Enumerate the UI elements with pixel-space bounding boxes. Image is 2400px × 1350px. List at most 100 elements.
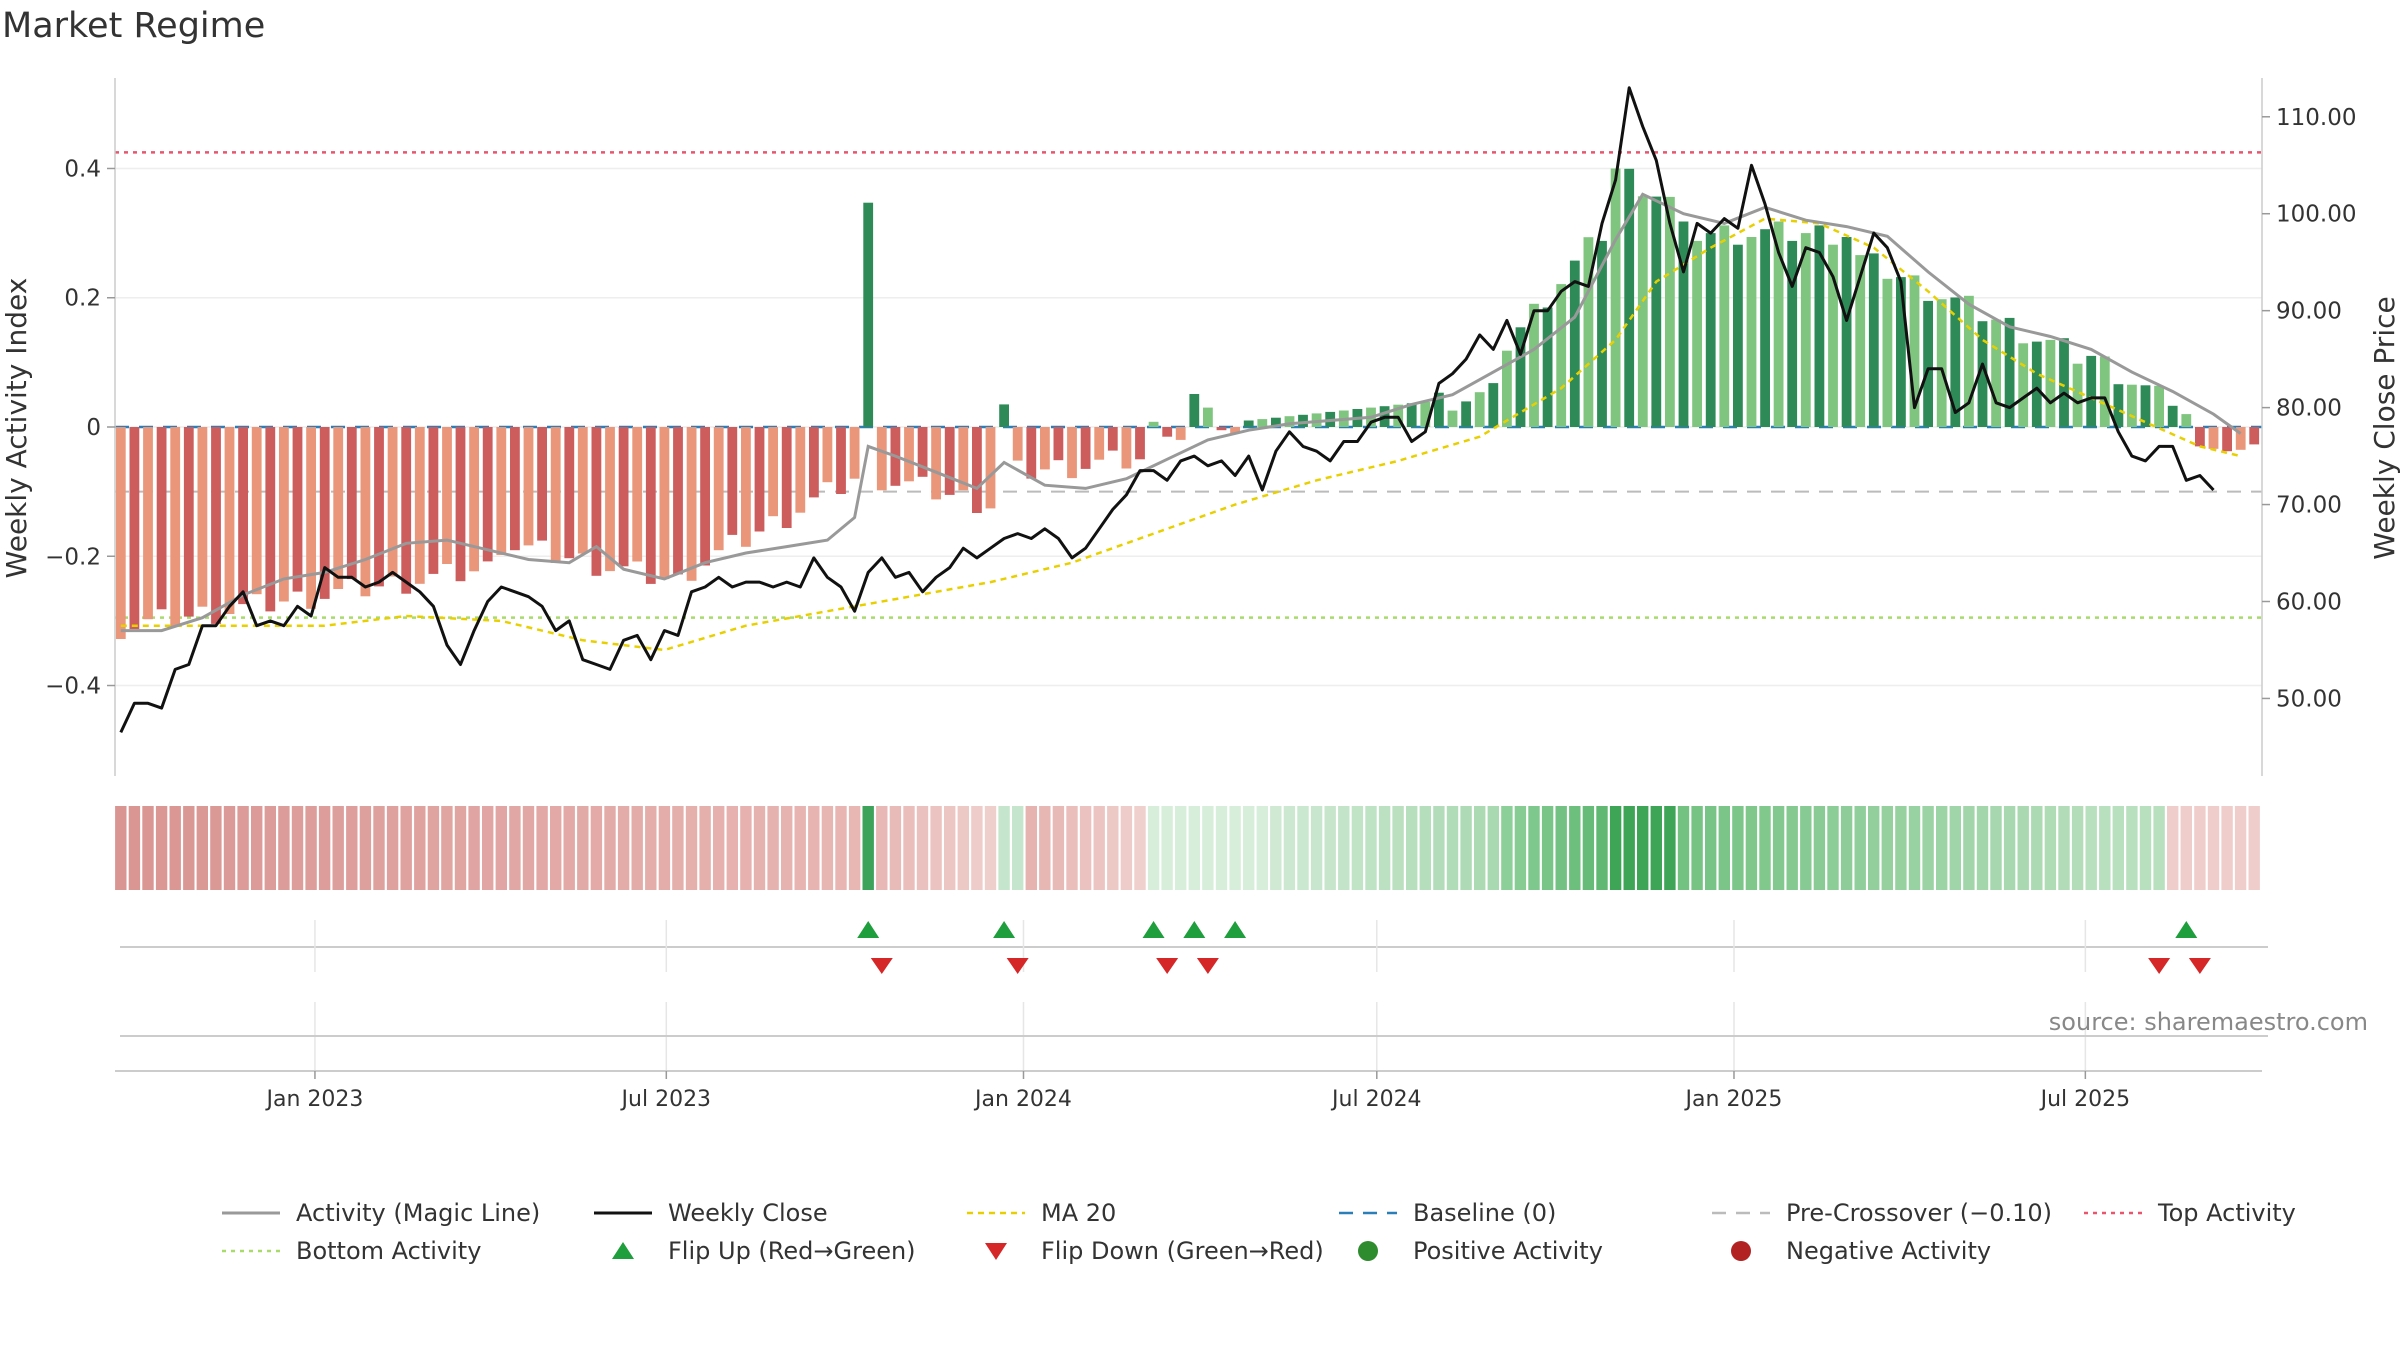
x-tick-label: Jul 2025 bbox=[2039, 1087, 2131, 1112]
positive-activity-bar bbox=[863, 202, 874, 427]
flip-up-marker bbox=[1142, 921, 1165, 938]
regime-cell bbox=[998, 806, 1010, 890]
negative-activity-bar bbox=[931, 427, 941, 500]
regime-cell bbox=[916, 806, 929, 890]
legend-item-precross: Pre-Crossover (−0.10) bbox=[1710, 1198, 2052, 1228]
negative-activity-bar bbox=[1053, 427, 1064, 461]
positive-activity-bar bbox=[1556, 284, 1567, 427]
regime-cell bbox=[1297, 806, 1309, 890]
regime-cell bbox=[359, 806, 372, 890]
negative-activity-bar bbox=[292, 427, 303, 592]
regime-cell bbox=[726, 806, 738, 890]
regime-cell bbox=[373, 806, 385, 890]
legend-label: Bottom Activity bbox=[296, 1237, 482, 1265]
regime-cell bbox=[889, 806, 902, 890]
regime-cell bbox=[536, 806, 548, 890]
left-tick-label: 0.2 bbox=[64, 286, 101, 312]
negative-activity-bar bbox=[741, 427, 751, 547]
negative-activity-bar bbox=[1012, 427, 1023, 461]
positive-activity-bar bbox=[1515, 327, 1526, 427]
regime-cell bbox=[808, 806, 820, 890]
negative-activity-bar bbox=[401, 427, 412, 594]
regime-cell bbox=[2180, 806, 2192, 890]
negative-activity-bar bbox=[360, 427, 371, 597]
regime-cell bbox=[1107, 806, 1119, 890]
regime-cell bbox=[1324, 806, 1336, 890]
regime-cell bbox=[577, 806, 589, 890]
flip-up-marker bbox=[1183, 921, 1206, 938]
regime-cell bbox=[1012, 806, 1024, 890]
negative-activity-bar bbox=[197, 427, 208, 607]
positive-activity-bar bbox=[1243, 420, 1254, 427]
negative-activity-bar bbox=[224, 427, 235, 614]
regime-cell bbox=[278, 806, 290, 890]
legend-swatch-positive bbox=[1358, 1241, 1378, 1261]
positive-activity-bar bbox=[1692, 240, 1702, 427]
regime-cell bbox=[903, 806, 915, 890]
regime-cell bbox=[251, 806, 263, 890]
regime-cell bbox=[1718, 806, 1730, 890]
negative-activity-bar bbox=[1121, 427, 1132, 469]
regime-cell bbox=[1514, 806, 1527, 890]
regime-cell bbox=[1351, 806, 1364, 890]
positive-activity-bar bbox=[2059, 338, 2069, 427]
regime-cell bbox=[2017, 806, 2029, 890]
regime-cell bbox=[468, 806, 480, 890]
regime-cell bbox=[1705, 806, 1717, 890]
regime-cell bbox=[1908, 806, 1921, 890]
negative-activity-bar bbox=[713, 427, 724, 551]
positive-activity-bar bbox=[2099, 356, 2110, 427]
regime-cell bbox=[1446, 806, 1459, 890]
regime-cell bbox=[794, 806, 806, 890]
regime-cell bbox=[305, 806, 317, 890]
regime-cell bbox=[291, 806, 304, 890]
regime-cell bbox=[2112, 806, 2124, 890]
regime-cell bbox=[223, 806, 236, 890]
right-tick-label: 50.00 bbox=[2276, 686, 2342, 712]
regime-cell bbox=[1093, 806, 1105, 890]
regime-cell bbox=[971, 806, 983, 890]
positive-activity-bar bbox=[1271, 417, 1281, 427]
regime-cell bbox=[115, 806, 127, 890]
regime-cell bbox=[753, 806, 766, 890]
regime-cell bbox=[2126, 806, 2138, 890]
negative-activity-bar bbox=[904, 427, 914, 482]
positive-activity-bar bbox=[1257, 419, 1268, 427]
negative-activity-bar bbox=[265, 427, 276, 612]
regime-cell bbox=[821, 806, 834, 890]
left-tick-label: −0.4 bbox=[45, 674, 101, 700]
negative-activity-bar bbox=[183, 427, 194, 617]
source-note: source: sharemaestro.com bbox=[2048, 1008, 2368, 1036]
regime-cell bbox=[2153, 806, 2165, 890]
positive-activity-bar bbox=[1977, 321, 1988, 427]
regime-cell bbox=[1474, 806, 1486, 890]
regime-cell bbox=[1229, 806, 1241, 890]
positive-activity-bar bbox=[1597, 240, 1607, 427]
negative-activity-bar bbox=[115, 427, 126, 639]
positive-activity-bar bbox=[1447, 410, 1458, 427]
regime-cell bbox=[1840, 806, 1853, 890]
legend-item-flip_up: Flip Up (Red→Green) bbox=[592, 1236, 916, 1266]
negative-activity-bar bbox=[251, 427, 262, 595]
negative-activity-bar bbox=[632, 427, 643, 562]
regime-cell bbox=[699, 806, 711, 890]
positive-activity-bar bbox=[1502, 350, 1512, 427]
positive-activity-bar bbox=[2004, 317, 2015, 427]
legend-label: Weekly Close bbox=[668, 1199, 828, 1227]
regime-cell bbox=[1052, 806, 1065, 890]
regime-cell bbox=[781, 806, 793, 890]
positive-activity-bar bbox=[1760, 229, 1770, 427]
negative-activity-bar bbox=[1067, 427, 1077, 479]
regime-cell bbox=[2071, 806, 2084, 890]
negative-activity-bar bbox=[129, 427, 140, 630]
negative-activity-bar bbox=[414, 427, 425, 584]
regime-cell bbox=[142, 806, 154, 890]
legend-marker bbox=[1358, 1241, 1378, 1261]
positive-activity-bar bbox=[1637, 196, 1648, 427]
regime-strip bbox=[115, 806, 2260, 890]
regime-cell bbox=[400, 806, 412, 890]
flip-markers bbox=[120, 920, 2268, 974]
regime-cell bbox=[1609, 806, 1622, 890]
regime-cell bbox=[210, 806, 222, 890]
regime-cell bbox=[2099, 806, 2111, 890]
